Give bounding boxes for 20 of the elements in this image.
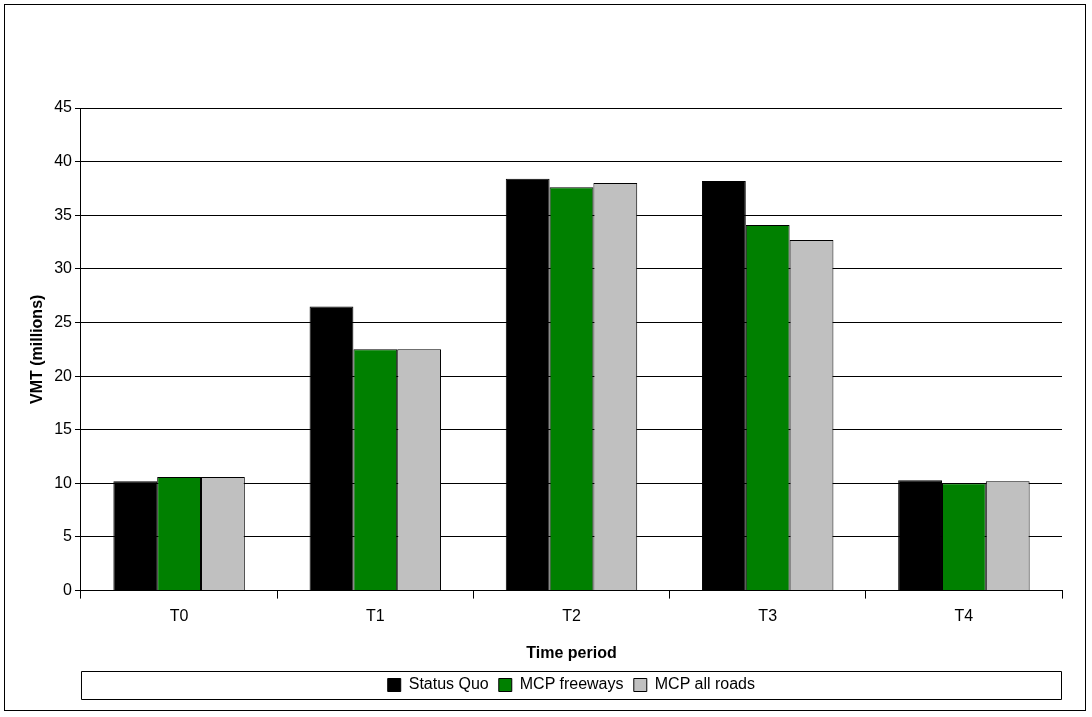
x-tick-label: T2 [562, 606, 581, 624]
legend-label: MCP freeways [519, 675, 624, 693]
y-axis-title: VMT (millions) [28, 294, 46, 404]
y-tick-label: 0 [63, 581, 73, 599]
legend-label: Status Quo [408, 675, 489, 693]
y-tick-label: 40 [54, 152, 73, 170]
x-tick-label: T0 [169, 606, 189, 624]
x-tick-label: T3 [758, 606, 778, 624]
y-tick-label: 15 [54, 420, 73, 438]
y-tick-label: 10 [54, 473, 73, 491]
y-tick-label: 20 [54, 366, 73, 384]
y-tick-label: 5 [63, 527, 73, 545]
y-tick-label: 30 [54, 259, 73, 277]
x-axis-title: Time period [526, 643, 617, 661]
legend-label: MCP all roads [654, 675, 755, 693]
x-tick-label: T1 [365, 606, 385, 624]
y-tick-label: 45 [54, 98, 73, 116]
x-tick-label: T4 [954, 606, 974, 624]
y-tick-label: 25 [54, 312, 73, 330]
y-tick-label: 35 [54, 205, 73, 223]
